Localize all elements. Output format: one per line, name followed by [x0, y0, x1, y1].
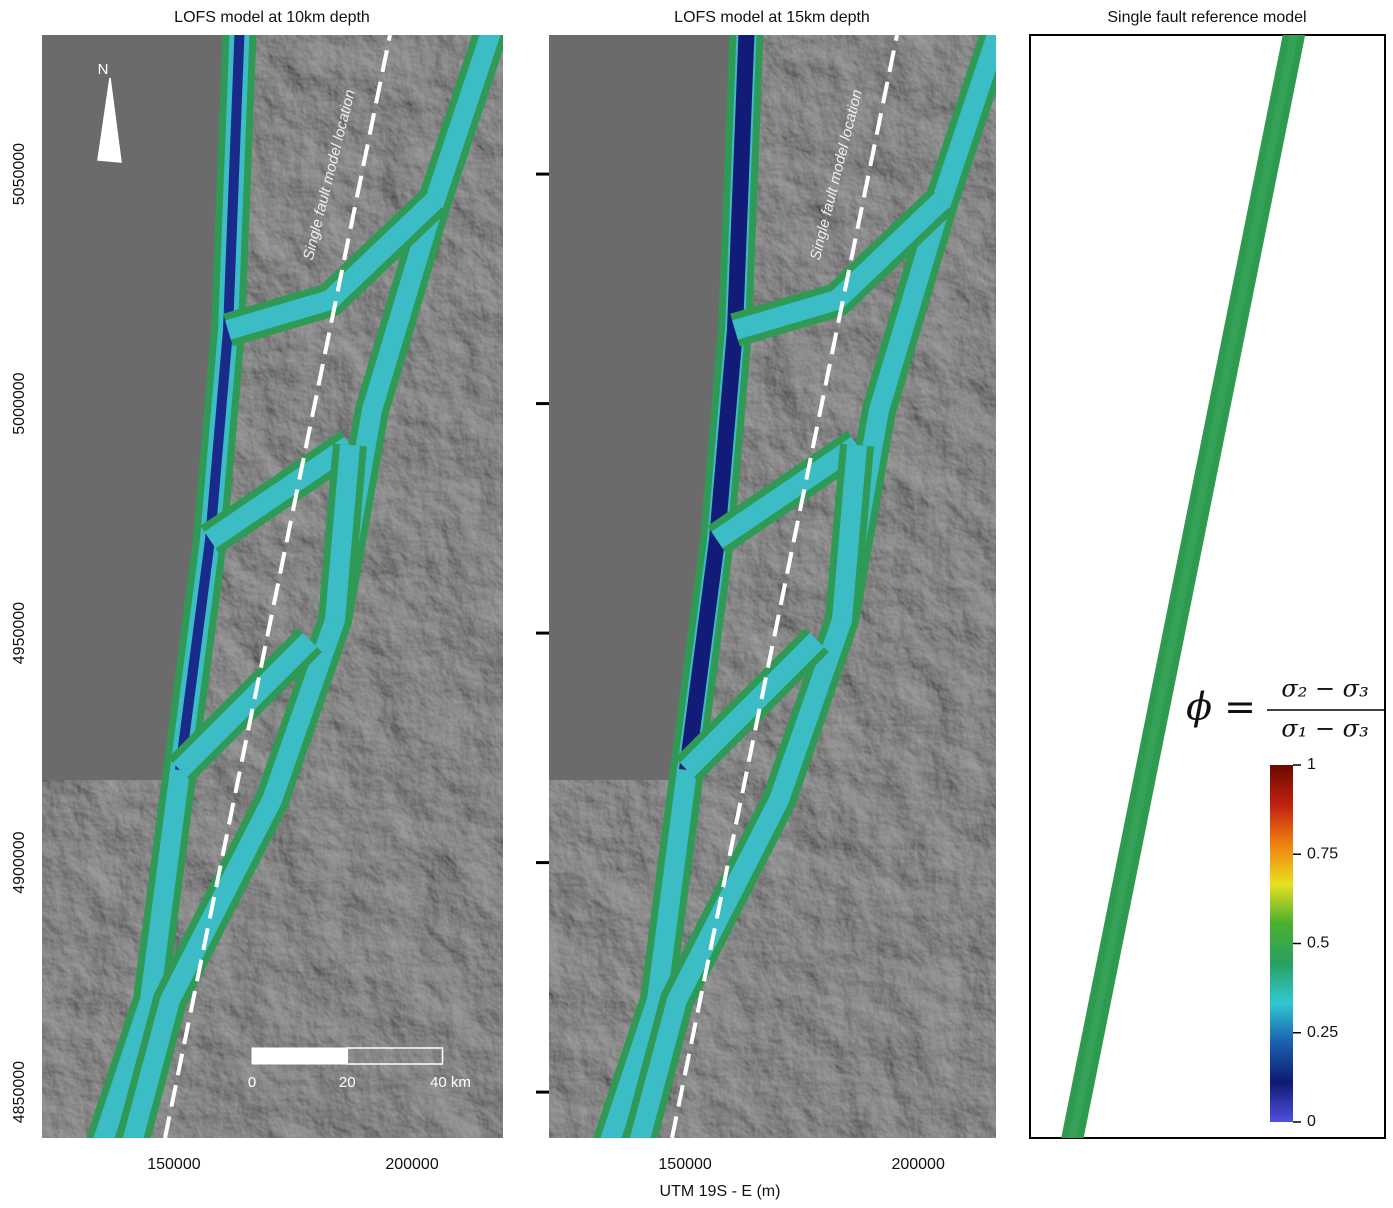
north-label: N: [98, 61, 109, 78]
colorbar-tick-label: 0.75: [1307, 845, 1338, 862]
map-panel: [42, 35, 503, 1138]
north-arrow: [97, 77, 122, 163]
colorbar-tick-label: 0: [1307, 1113, 1316, 1130]
x-tick-label: 200000: [891, 1156, 944, 1173]
x-tick-label: 150000: [147, 1156, 200, 1173]
x-axis-label: UTM 19S - E (m): [660, 1183, 781, 1200]
reference-panel: [1061, 35, 1306, 1138]
scale-bar-solid: [251, 1047, 348, 1065]
colorbar-tick-label: 0.25: [1307, 1024, 1338, 1041]
formula-lhs: ϕ =: [1186, 685, 1256, 729]
fault-zone-core: [325, 444, 360, 621]
valley-floor: [549, 35, 737, 780]
x-tick-label: 150000: [658, 1156, 711, 1173]
colorbar-tick-label: 1: [1307, 756, 1316, 773]
reference-fault-trace: [670, 35, 899, 1138]
fault-zone-core: [711, 436, 863, 549]
panel-title: LOFS model at 10km depth: [174, 9, 370, 26]
fault-zone-low: [679, 35, 755, 772]
scale-bar-label: 40 km: [430, 1074, 471, 1091]
panel-title: Single fault reference model: [1107, 9, 1306, 26]
fault-zone-core: [204, 436, 356, 549]
y-tick-label: 5000000: [11, 372, 28, 434]
y-tick-label: 4850000: [11, 1061, 28, 1123]
valley-floor: [42, 35, 230, 780]
colorbar: [1270, 765, 1293, 1122]
formula-numerator: σ₂ − σ₃: [1281, 675, 1368, 703]
formula-denominator: σ₁ − σ₃: [1281, 715, 1368, 743]
fault-zone-core: [679, 632, 825, 778]
panel-title: LOFS model at 15km depth: [674, 9, 870, 26]
colorbar-tick-label: 0.5: [1307, 935, 1329, 952]
panel-frame: [1029, 34, 1386, 1139]
fault-zone-core: [225, 192, 442, 340]
map-panel: [549, 35, 996, 1138]
scale-bar-label: 20: [339, 1074, 356, 1091]
reference-fault-core: [1068, 35, 1299, 1138]
fault-zone-low: [175, 35, 245, 771]
y-tick-label: 5050000: [11, 143, 28, 205]
fault-zone-core: [172, 632, 318, 778]
scale-bar-label: 0: [248, 1074, 256, 1091]
fault-zone-core: [732, 192, 949, 340]
scale-bar-open: [346, 1047, 444, 1065]
reference-fault-trace: [163, 35, 392, 1138]
y-tick-label: 4900000: [11, 831, 28, 893]
fault-zone-core: [832, 444, 867, 621]
x-tick-label: 200000: [385, 1156, 438, 1173]
y-tick-label: 4950000: [11, 602, 28, 664]
